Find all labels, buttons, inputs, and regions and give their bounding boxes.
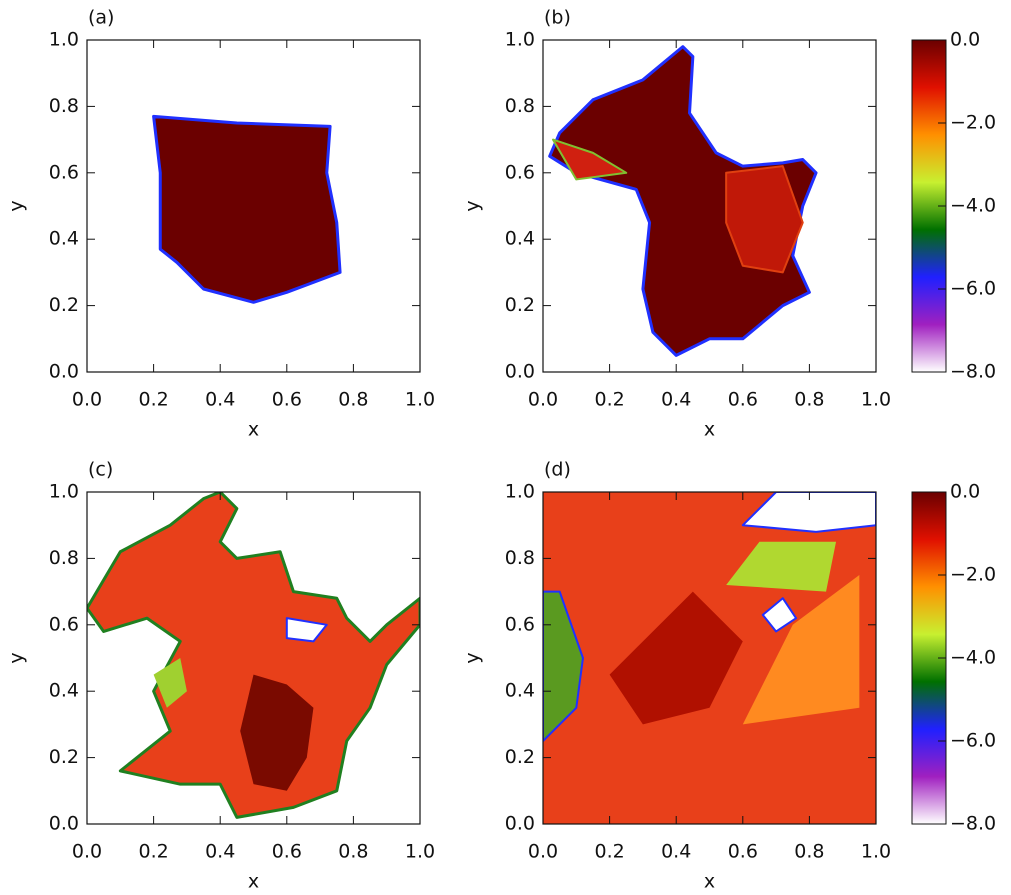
x-tick-label: 0.2: [594, 841, 624, 863]
y-axis-label: y: [6, 200, 28, 211]
colorbar-tick-label: −2.0: [950, 564, 996, 586]
x-axis-label: x: [704, 871, 715, 893]
y-tick-label: 0.0: [49, 361, 79, 383]
x-tick-label: 0.2: [594, 389, 624, 411]
x-tick-label: 0.8: [794, 841, 824, 863]
x-tick-label: 0.2: [138, 389, 168, 411]
x-axis-label: x: [704, 419, 715, 441]
x-tick-label: 0.6: [272, 841, 302, 863]
field-region: [87, 492, 420, 819]
y-tick-label: 0.4: [505, 680, 535, 702]
x-tick-label: 1.0: [861, 389, 891, 411]
y-tick-label: 0.2: [505, 746, 535, 768]
y-tick-label: 0.2: [49, 294, 79, 316]
x-tick-label: 1.0: [861, 841, 891, 863]
x-tick-label: 0.4: [661, 841, 691, 863]
colorbar-tick-label: −4.0: [950, 647, 996, 669]
colorbar-tick-label: −8.0: [950, 361, 996, 383]
y-tick-label: 0.6: [49, 613, 79, 635]
x-tick-label: 0.4: [205, 841, 235, 863]
x-tick-label: 0.0: [72, 841, 102, 863]
field-region: [543, 590, 584, 742]
x-tick-label: 0.0: [528, 841, 558, 863]
y-tick-label: 0.4: [49, 680, 79, 702]
y-tick-label: 0.8: [505, 95, 535, 117]
y-tick-label: 1.0: [505, 481, 535, 503]
panel: 0.0 0.2 0.4 0.6 0.8 1.0 0.0 0.2 0.4 0.6 0.8 1.0 x y (a…: [6, 7, 436, 441]
x-tick-label: 0.6: [272, 389, 302, 411]
panel: 0.0 0.2 0.4 0.6 0.8 1.0 0.0 0.2 0.4 0.6 0.8 1.0 x y (b…: [462, 7, 997, 441]
plot-frame: [542, 491, 877, 825]
x-tick-label: 0.4: [205, 389, 235, 411]
y-tick-label: 0.2: [505, 294, 535, 316]
field-region: [548, 45, 818, 357]
y-axis-label: y: [462, 200, 484, 211]
y-tick-label: 0.8: [49, 547, 79, 569]
field: [543, 492, 876, 824]
field-region: [152, 114, 342, 304]
colorbar-tick-label: −8.0: [950, 813, 996, 835]
plot-frame: [86, 39, 421, 373]
field: [87, 492, 420, 819]
panel: 0.0 0.2 0.4 0.6 0.8 1.0 0.0 0.2 0.4 0.6 0.8 1.0 x y (c…: [6, 459, 436, 893]
field-region: [551, 138, 628, 181]
colorbar-tick-label: −2.0: [950, 112, 996, 134]
x-tick-label: 0.2: [138, 841, 168, 863]
panel-label: (a): [88, 7, 114, 29]
field-region: [240, 674, 314, 791]
y-axis-label: y: [6, 652, 28, 663]
field-region: [761, 597, 798, 633]
y-tick-label: 1.0: [49, 481, 79, 503]
y-tick-label: 0.6: [505, 613, 535, 635]
y-axis-label: y: [462, 652, 484, 663]
y-tick-label: 0.8: [505, 547, 535, 569]
y-tick-label: 0.6: [49, 161, 79, 183]
x-tick-label: 0.6: [728, 841, 758, 863]
panel-label: (b): [544, 7, 571, 29]
field-region: [725, 165, 804, 274]
y-tick-label: 0.4: [49, 228, 79, 250]
panel-label: (c): [88, 459, 113, 481]
field-region: [285, 617, 328, 643]
x-tick-label: 0.6: [728, 389, 758, 411]
colorbar-tick-label: −6.0: [950, 278, 996, 300]
field-region: [609, 591, 743, 725]
field-region: [726, 541, 837, 592]
colorbar-tick-label: 0.0: [950, 481, 980, 503]
field-region: [153, 658, 187, 708]
y-tick-label: 0.0: [49, 813, 79, 835]
x-axis-label: x: [248, 419, 259, 441]
y-tick-label: 0.6: [505, 161, 535, 183]
y-tick-label: 1.0: [505, 29, 535, 51]
field: [548, 45, 818, 357]
colorbar-tick-label: 0.0: [950, 29, 980, 51]
colorbar-tick-label: −4.0: [950, 195, 996, 217]
panel: 0.0 0.2 0.4 0.6 0.8 1.0 0.0 0.2 0.4 0.6 0.8 1.0 x y (d…: [462, 459, 997, 893]
y-tick-label: 0.8: [49, 95, 79, 117]
x-tick-label: 0.8: [338, 389, 368, 411]
x-tick-label: 0.4: [661, 389, 691, 411]
plot-frame: [542, 39, 877, 373]
x-tick-label: 0.8: [338, 841, 368, 863]
x-tick-label: 0.8: [794, 389, 824, 411]
colorbar-tick-label: −6.0: [950, 730, 996, 752]
panel-label: (d): [544, 459, 571, 481]
x-tick-label: 0.0: [528, 389, 558, 411]
x-tick-label: 0.0: [72, 389, 102, 411]
x-tick-label: 1.0: [405, 841, 435, 863]
y-tick-label: 0.0: [505, 361, 535, 383]
field-region: [742, 575, 860, 725]
y-tick-label: 0.4: [505, 228, 535, 250]
y-tick-label: 0.0: [505, 813, 535, 835]
field-region: [741, 492, 876, 533]
field: [152, 114, 342, 304]
plot-frame: [86, 491, 421, 825]
y-tick-label: 1.0: [49, 29, 79, 51]
x-tick-label: 1.0: [405, 389, 435, 411]
y-tick-label: 0.2: [49, 746, 79, 768]
x-axis-label: x: [248, 871, 259, 893]
